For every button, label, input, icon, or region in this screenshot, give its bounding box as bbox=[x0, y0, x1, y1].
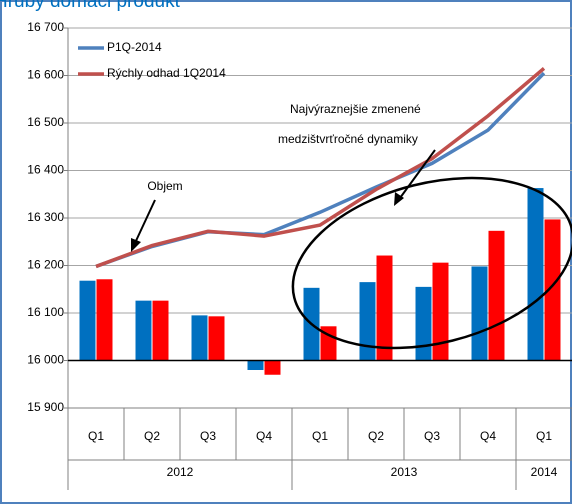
arrow bbox=[399, 149, 436, 199]
bar bbox=[488, 230, 505, 361]
bar bbox=[247, 360, 264, 370]
x-tick-label: Q2 bbox=[368, 429, 384, 443]
bar bbox=[79, 280, 96, 361]
bar bbox=[432, 262, 449, 361]
y-tick-label: 15 900 bbox=[27, 400, 64, 414]
bar bbox=[152, 300, 169, 361]
legend-label: P1Q-2014 bbox=[107, 40, 162, 54]
bar bbox=[320, 326, 337, 361]
x-tick-label: Q3 bbox=[424, 429, 440, 443]
bar bbox=[544, 219, 561, 361]
arrow-head bbox=[394, 192, 404, 206]
bar bbox=[135, 300, 152, 361]
chart-title: Hrubý domáci produkt bbox=[0, 0, 181, 12]
group-label: 2014 bbox=[531, 465, 558, 479]
y-tick-label: 16 600 bbox=[27, 68, 64, 82]
x-tick-label: Q4 bbox=[480, 429, 496, 443]
group-label: 2012 bbox=[167, 465, 194, 479]
bar bbox=[376, 255, 393, 361]
arrow bbox=[134, 199, 156, 244]
bar bbox=[471, 266, 488, 361]
x-tick-label: Q1 bbox=[88, 429, 104, 443]
annotation: Objem bbox=[147, 179, 182, 193]
legend-label: Rýchly odhad 1Q2014 bbox=[107, 66, 226, 80]
x-tick-label: Q2 bbox=[144, 429, 160, 443]
bar bbox=[96, 279, 113, 361]
bar bbox=[359, 282, 376, 361]
bar bbox=[527, 188, 544, 361]
bar bbox=[208, 316, 225, 361]
group-label: 2013 bbox=[391, 465, 418, 479]
y-tick-label: 16 200 bbox=[27, 258, 64, 272]
y-tick-label: 16 300 bbox=[27, 210, 64, 224]
annotation: medzištvrťročné dynamiky bbox=[278, 132, 418, 146]
y-tick-label: 16 500 bbox=[27, 115, 64, 129]
x-tick-label: Q4 bbox=[256, 429, 272, 443]
x-tick-label: Q1 bbox=[536, 429, 552, 443]
arrow-head bbox=[131, 238, 141, 252]
y-tick-label: 16 100 bbox=[27, 305, 64, 319]
line-series bbox=[95, 67, 546, 269]
annotation: Najvýraznejšie zmenené bbox=[290, 102, 421, 116]
y-tick-label: 16 000 bbox=[27, 353, 64, 367]
y-tick-label: 16 700 bbox=[27, 20, 64, 34]
x-tick-label: Q1 bbox=[312, 429, 328, 443]
y-tick-label: 16 400 bbox=[27, 163, 64, 177]
bar bbox=[191, 315, 208, 361]
x-tick-label: Q3 bbox=[200, 429, 216, 443]
bar bbox=[415, 286, 432, 361]
bar bbox=[264, 360, 281, 375]
